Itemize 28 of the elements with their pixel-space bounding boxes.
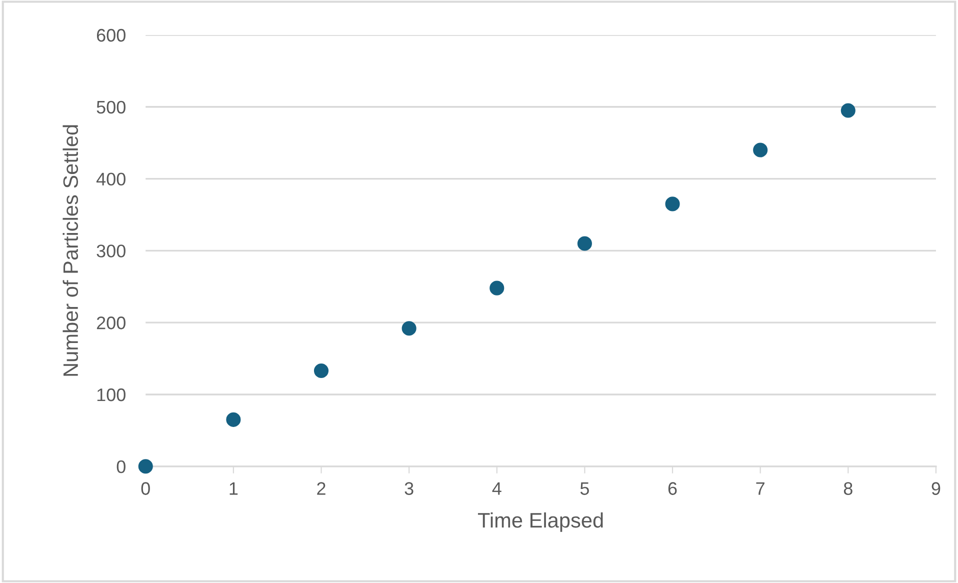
x-tick-label: 6 — [668, 482, 677, 495]
y-tick-label: 500 — [96, 100, 126, 114]
x-axis-title: Time Elapsed — [478, 512, 603, 532]
y-tick-label: 200 — [96, 316, 126, 330]
y-tick-label: 300 — [96, 244, 126, 258]
point — [840, 103, 856, 118]
point — [314, 363, 329, 378]
x-tick-label: 8 — [844, 482, 852, 495]
y-tick-label: 100 — [97, 388, 126, 402]
x-tick-label: 2 — [317, 482, 326, 495]
x-tick-label: 1 — [230, 482, 238, 495]
point — [490, 280, 504, 296]
y-tick-label: 600 — [96, 28, 126, 42]
point — [402, 321, 416, 336]
point — [665, 196, 680, 212]
point — [577, 236, 592, 251]
x-tick-label: 9 — [932, 482, 940, 495]
x-tick-label: 3 — [404, 482, 414, 495]
x-tick-label: 4 — [492, 482, 502, 495]
point — [138, 459, 153, 474]
point — [753, 142, 768, 158]
y-tick-label: 400 — [96, 172, 126, 186]
x-tick-label: 5 — [580, 482, 589, 495]
y-axis-title: Number of Particles Settled — [62, 125, 78, 376]
x-tick-label: 7 — [756, 482, 764, 495]
point — [226, 412, 241, 427]
x-tick-label: 0 — [141, 482, 150, 495]
y-tick-label: 0 — [116, 460, 126, 474]
